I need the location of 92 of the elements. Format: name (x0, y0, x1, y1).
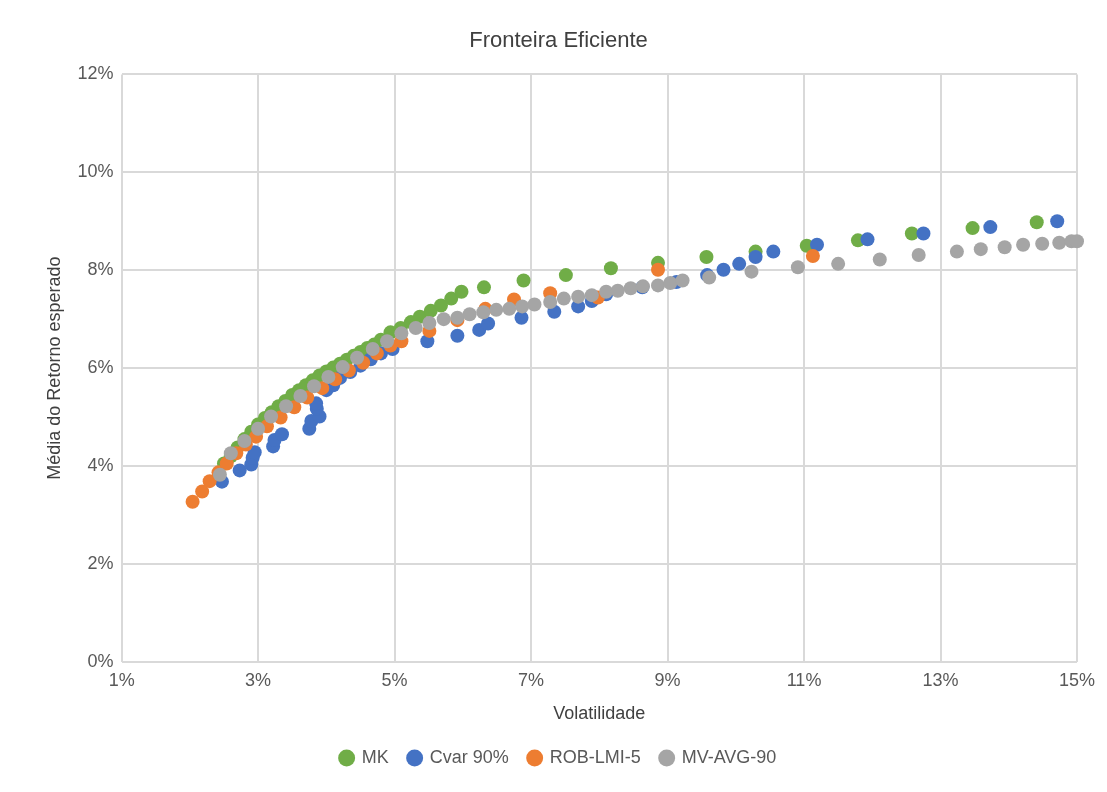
y-tick-label: 2% (87, 552, 114, 573)
y-tick-label: 8% (87, 259, 114, 280)
point (462, 307, 477, 322)
point (651, 278, 665, 293)
point (911, 248, 926, 263)
x-tick-label: 3% (245, 669, 272, 690)
point (965, 221, 980, 236)
y-tick-label: 10% (77, 161, 114, 182)
point (380, 334, 395, 349)
point (247, 445, 262, 460)
point (335, 360, 350, 375)
point (450, 328, 465, 343)
point (1029, 215, 1044, 230)
point (790, 260, 805, 275)
chart-title: Fronteira Eficiente (469, 27, 648, 53)
point (454, 284, 469, 299)
point (232, 463, 247, 478)
point (195, 484, 210, 499)
point (716, 262, 731, 277)
point (699, 249, 714, 264)
point (515, 299, 530, 314)
x-axis-title: Volatilidade (553, 703, 646, 724)
point (556, 291, 571, 306)
point (274, 427, 289, 442)
point (321, 369, 336, 384)
x-tick-label: 9% (654, 669, 681, 690)
point (744, 264, 759, 279)
point (603, 261, 618, 276)
point (476, 305, 491, 320)
legend-label: Cvar 90% (429, 746, 509, 767)
y-axis-title: Média do Retorno esperado (43, 256, 64, 480)
point (810, 237, 824, 252)
point (185, 494, 200, 509)
x-tick-label: 11% (786, 669, 822, 690)
y-tick-label: 12% (77, 63, 114, 84)
point (293, 389, 308, 403)
point (489, 302, 504, 317)
legend-label: MV-AVG-90 (681, 746, 777, 767)
point (202, 474, 217, 489)
point (408, 320, 423, 335)
point (973, 242, 988, 257)
y-tick-label: 6% (87, 357, 114, 378)
point (663, 275, 678, 290)
point (433, 298, 448, 313)
point (675, 273, 690, 288)
point (1035, 236, 1050, 251)
point (904, 226, 919, 241)
point (997, 240, 1012, 255)
point (831, 256, 846, 271)
x-tick-label: 15% (1058, 669, 1096, 690)
point (651, 262, 665, 277)
point (365, 342, 380, 357)
x-tick-label: 7% (518, 669, 545, 690)
point (623, 281, 638, 296)
legend-label: MK (361, 746, 389, 767)
point (766, 244, 781, 259)
point (350, 350, 365, 365)
point (251, 421, 266, 436)
point (558, 268, 573, 283)
point (264, 409, 279, 424)
x-tick-label: 1% (108, 669, 135, 690)
y-tick-label: 4% (87, 454, 114, 475)
point (436, 312, 451, 327)
y-tick-label: 0% (87, 650, 114, 671)
legend-label: ROB-LMI-5 (549, 746, 641, 767)
point (571, 289, 586, 304)
point (748, 249, 763, 264)
point (949, 244, 964, 259)
point (872, 252, 887, 267)
point (732, 256, 747, 271)
point (1016, 237, 1031, 252)
point (983, 220, 998, 235)
x-tick-label: 13% (922, 669, 959, 690)
point (860, 232, 875, 247)
point (394, 326, 409, 341)
point (584, 288, 599, 303)
point (502, 301, 517, 316)
point (516, 273, 531, 288)
point (543, 295, 558, 310)
point (444, 291, 459, 306)
point (307, 379, 322, 394)
point (610, 283, 625, 298)
point (527, 297, 542, 312)
point (805, 249, 820, 264)
point (1050, 214, 1065, 229)
point (476, 280, 491, 295)
point (422, 316, 437, 331)
point (916, 226, 931, 241)
point (279, 399, 294, 414)
x-tick-label: 5% (381, 669, 408, 690)
point (481, 316, 496, 331)
point (1052, 235, 1067, 250)
